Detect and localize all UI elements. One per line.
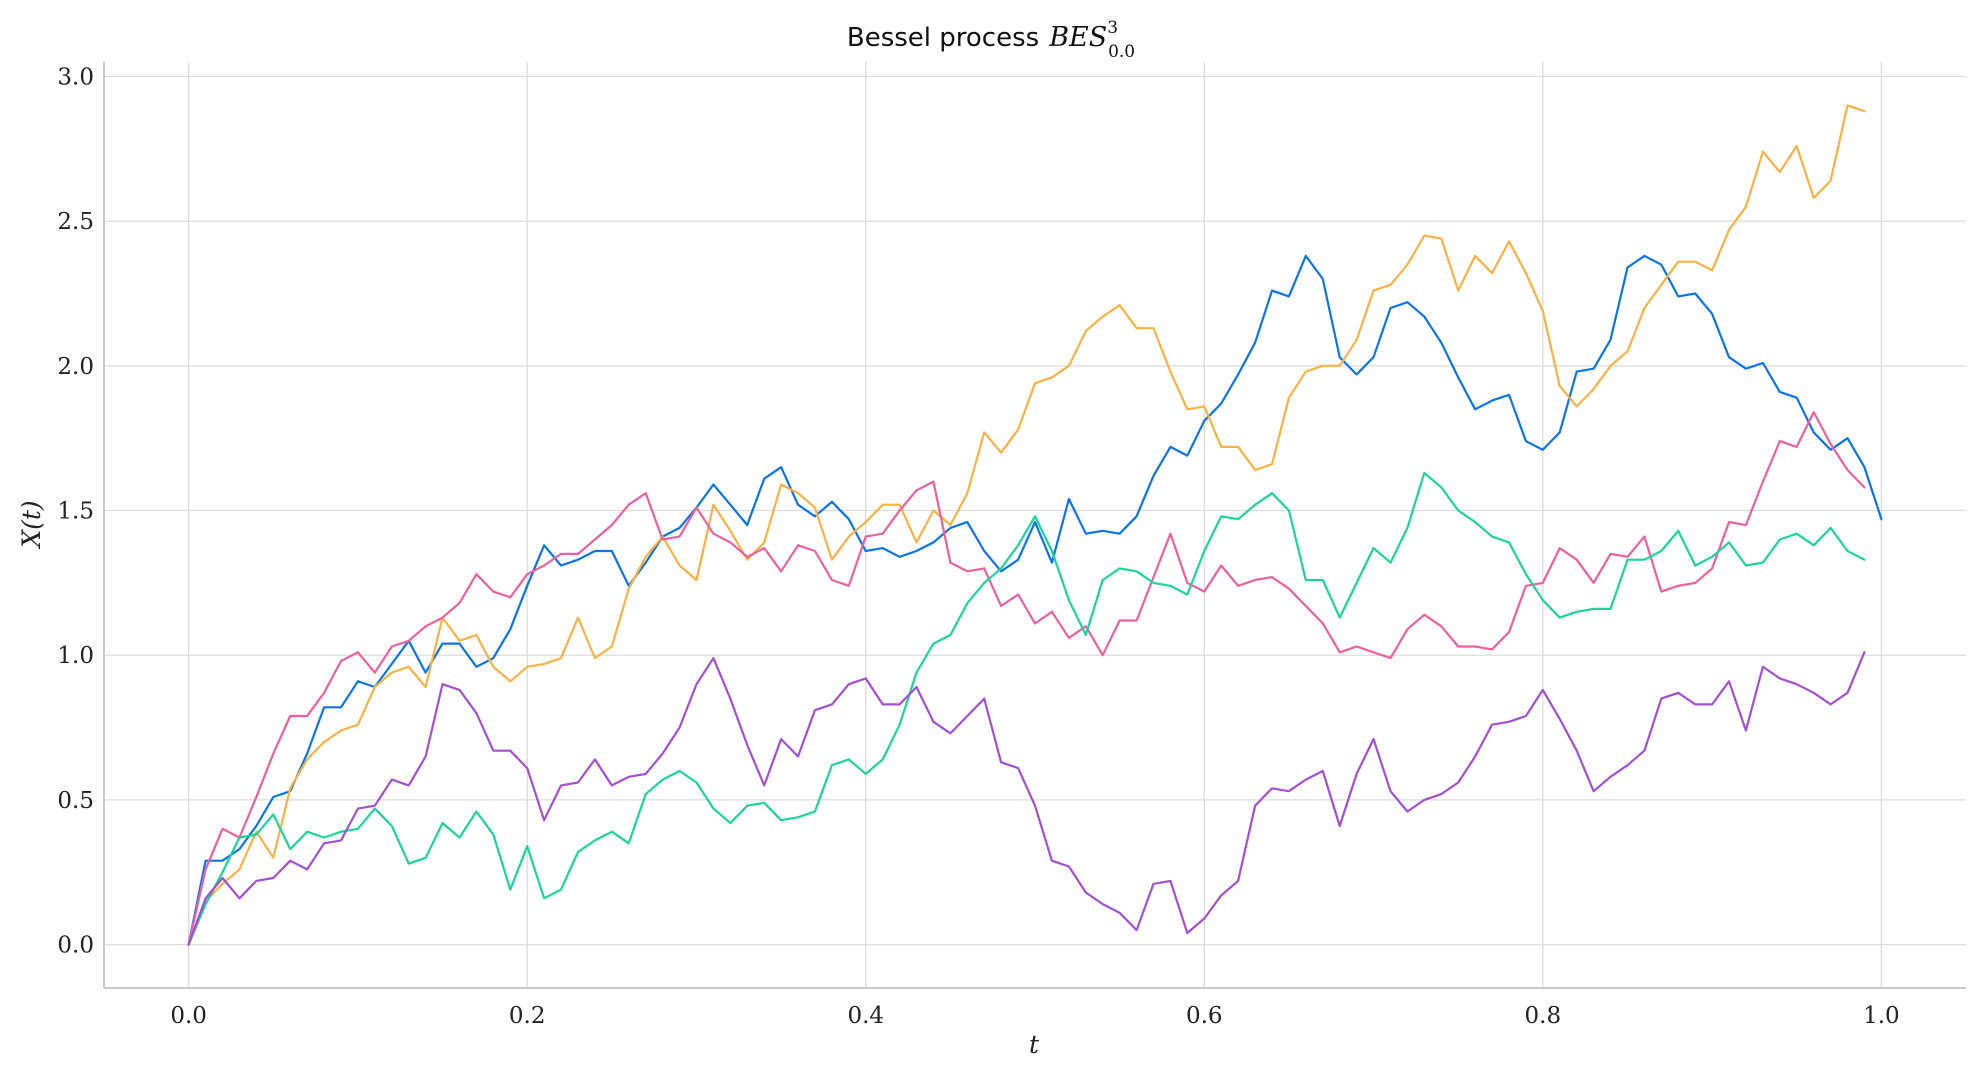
x-tick-label: 0.4	[847, 1003, 884, 1029]
y-tick-label: 2.5	[57, 209, 94, 235]
series-line-3	[187, 411, 1866, 946]
grid-lines	[104, 62, 1966, 988]
chart-title-math-superscript: 3	[1107, 18, 1118, 38]
y-tick-label: 1.0	[57, 643, 94, 669]
y-tick-label: 3.0	[57, 64, 94, 90]
y-tick-label: 1.5	[57, 499, 94, 525]
x-tick-label: 0.2	[509, 1003, 546, 1029]
chart-title-math-base: BES	[1048, 22, 1107, 53]
y-tick-labels: 0.0 0.5 1.0 1.5 2.0 2.5 3.0	[57, 64, 94, 958]
chart-title: Bessel process BES3 0.0	[847, 18, 1135, 62]
x-tick-label: 1.0	[1863, 1003, 1900, 1029]
y-tick-label: 2.0	[57, 354, 94, 380]
y-tick-label: 0.0	[57, 933, 94, 959]
y-tick-label: 0.5	[57, 788, 94, 814]
chart-title-math-subscript: 0.0	[1108, 42, 1135, 62]
chart-title-text: Bessel process	[847, 23, 1039, 53]
series-line-4	[187, 471, 1866, 946]
x-tick-label: 0.8	[1525, 1003, 1562, 1029]
x-tick-label: 0.6	[1186, 1003, 1223, 1029]
x-axis-label: t	[1029, 1030, 1040, 1059]
x-tick-label: 0.0	[170, 1003, 207, 1029]
axes	[103, 62, 1966, 989]
x-tick-labels: 0.0 0.2 0.4 0.6 0.8 1.0	[170, 1003, 1899, 1029]
series-lines	[187, 104, 1883, 946]
series-line-1	[187, 254, 1883, 946]
series-line-5	[187, 651, 1866, 946]
series-line-2	[187, 104, 1866, 946]
y-axis-label: X(t)	[17, 500, 46, 549]
